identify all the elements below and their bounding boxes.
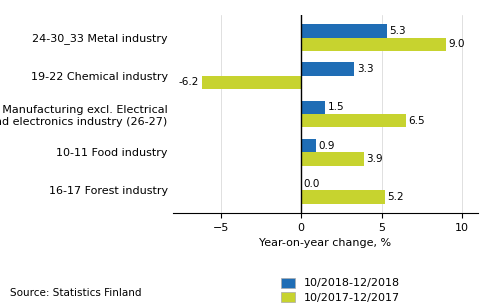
Text: 6.5: 6.5 [408, 116, 425, 126]
Bar [301, 62, 354, 76]
X-axis label: Year-on-year change, %: Year-on-year change, % [259, 238, 391, 248]
Text: 3.3: 3.3 [357, 64, 373, 74]
Text: 9.0: 9.0 [449, 39, 465, 49]
Bar [202, 76, 301, 89]
Text: 5.3: 5.3 [389, 26, 406, 36]
Text: -6.2: -6.2 [179, 78, 199, 88]
Bar [301, 139, 316, 152]
Text: 5.2: 5.2 [387, 192, 404, 202]
Bar [301, 101, 325, 114]
Legend: 10/2018-12/2018, 10/2017-12/2017: 10/2018-12/2018, 10/2017-12/2017 [282, 278, 400, 302]
Bar [301, 114, 406, 127]
Text: 3.9: 3.9 [366, 154, 383, 164]
Text: 1.5: 1.5 [328, 102, 345, 112]
Text: Source: Statistics Finland: Source: Statistics Finland [10, 288, 141, 298]
Text: 0.9: 0.9 [318, 140, 335, 150]
Bar [301, 190, 385, 204]
Bar [301, 38, 446, 51]
Text: 0.0: 0.0 [304, 179, 320, 189]
Bar [301, 152, 364, 166]
Bar [301, 24, 387, 38]
